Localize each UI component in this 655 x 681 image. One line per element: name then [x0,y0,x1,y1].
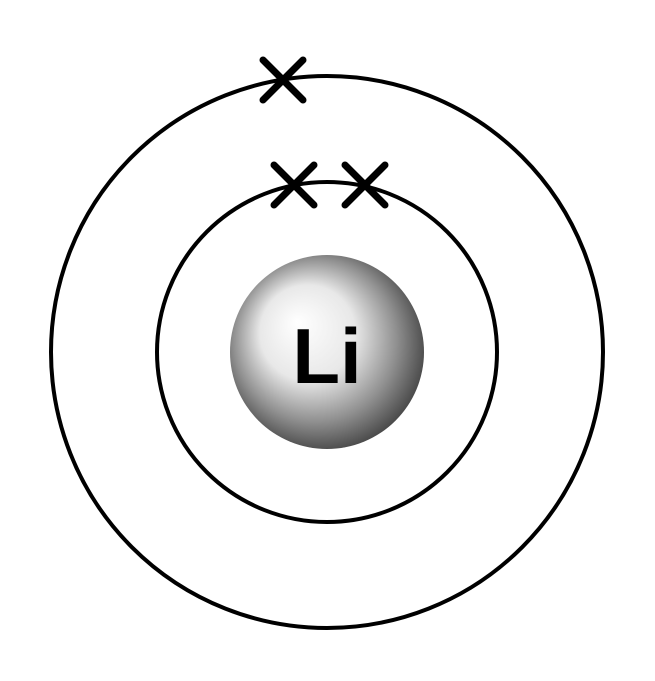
element-symbol: Li [292,312,361,400]
atom-diagram: Li [0,0,655,681]
electron-cross-icon [263,60,303,100]
nucleus: Li [230,255,424,449]
atom-svg: Li [0,0,655,681]
